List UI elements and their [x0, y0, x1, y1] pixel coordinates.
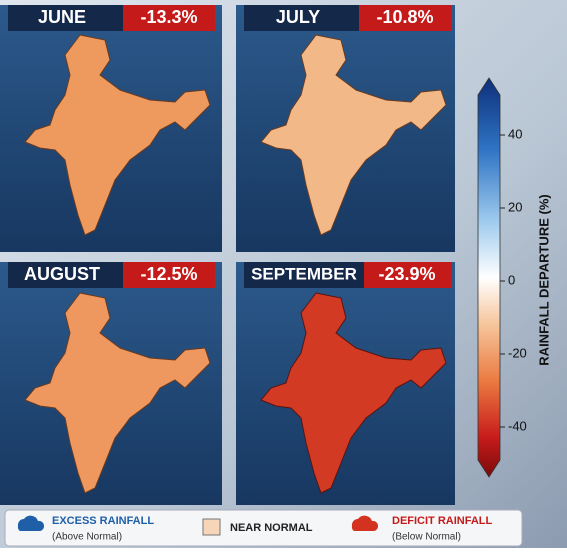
departure: -23.9% — [378, 264, 435, 284]
month: SEPTEMBER — [251, 264, 357, 283]
panel: JUNE -13.3% — [0, 5, 222, 252]
colorbar-tick-label: 20 — [508, 199, 522, 214]
icon-normal — [202, 518, 221, 536]
icon-deficit — [351, 515, 379, 531]
month: AUGUST — [24, 264, 100, 284]
departure: -12.5% — [140, 264, 197, 284]
legend-label: NEAR NORMAL — [230, 522, 313, 534]
icon-excess — [17, 515, 45, 531]
panel: SEPTEMBER -23.9% — [236, 262, 455, 505]
colorbar-tick-label: 0 — [508, 272, 515, 287]
departure: -10.8% — [376, 7, 433, 27]
month: JUNE — [38, 7, 86, 27]
legend: EXCESS RAINFALL (Above Normal) NEAR NORM… — [4, 509, 523, 547]
colorbar-tick-label: -40 — [508, 418, 527, 433]
legend-label: DEFICIT RAINFALL — [392, 515, 492, 527]
legend-note: (Above Normal) — [52, 532, 122, 543]
month: JULY — [276, 7, 320, 27]
panel: AUGUST -12.5% — [0, 262, 222, 505]
legend-label: EXCESS RAINFALL — [52, 515, 154, 527]
colorbar: RAINFALL DEPARTURE (%) 40 20 0 -20 -40 — [477, 77, 551, 478]
colorbar-tick-label: -20 — [508, 345, 527, 360]
departure: -13.3% — [140, 7, 197, 27]
colorbar-title: RAINFALL DEPARTURE (%) — [536, 194, 551, 365]
colorbar-tick-label: 40 — [508, 126, 522, 141]
legend-note: (Below Normal) — [392, 532, 461, 543]
panel: JULY -10.8% — [236, 5, 455, 252]
